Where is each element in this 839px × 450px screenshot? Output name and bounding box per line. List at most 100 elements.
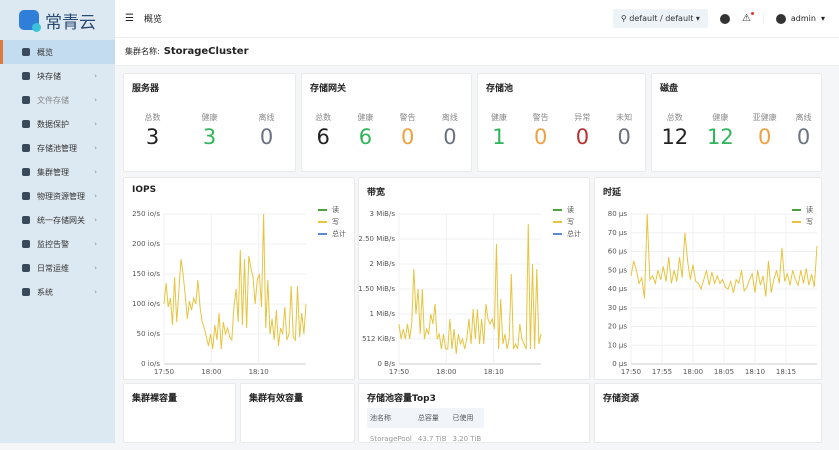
sidebar-item-3[interactable]: 数据保护 › [0,112,115,136]
stat-label: 总数 [666,113,683,122]
sidebar-item-8[interactable]: 监控告警 › [0,232,115,256]
sidebar-item-4[interactable]: 存储池管理 › [0,136,115,160]
nav-icon [22,192,30,200]
menu-toggle-icon[interactable]: ☰ [125,13,134,24]
stat-value: 6 [316,125,330,149]
effective-capacity-card: 集群有效容量 [240,383,355,443]
stat-item[interactable]: 健康 12 [707,112,734,149]
sidebar-item-6[interactable]: 物理资源管理 › [0,184,115,208]
nav-icon [22,96,30,104]
sidebar-item-1[interactable]: 块存储 › [0,64,115,88]
pool-used: 3.20 TiB [452,435,482,443]
page-title: 概览 [143,15,162,25]
chart-svg: 0 io/s 50 io/s 100 io/s 150 io/s 200 io/s 250… [132,210,307,376]
chevron-right-icon: › [94,192,97,200]
cluster-bar: 集群名称: StorageCluster [115,38,839,66]
col-header: 池名称 [367,408,415,428]
y-tick-label: 30 µs [608,304,628,312]
stat-value: 0 [533,125,548,149]
stat-value: 0 [259,125,274,149]
legend-item[interactable]: 读 [318,204,346,216]
stat-value: 0 [757,125,772,149]
stat-item[interactable]: 异常 0 [574,112,590,149]
sidebar-item-10[interactable]: 系统 › [0,280,115,304]
table-row[interactable]: StoragePool 43.7 TiB 3.20 TiB [367,428,484,450]
stat-item[interactable]: 总数 12 [661,112,688,149]
x-tick-label: 18:10 [249,368,269,376]
stat-item[interactable]: 离线 0 [259,112,275,149]
stat-item[interactable]: 总数 3 [145,112,161,149]
y-tick-label: 80 µs [608,210,628,218]
logo[interactable]: 常青云 [0,0,115,40]
legend-label: 写 [567,218,574,226]
legend-item[interactable]: 总计 [553,228,581,240]
stat-label: 亚健康 [752,113,777,122]
stat-item[interactable]: 亚健康 0 [753,112,777,149]
sidebar-item-0[interactable]: 概览 [0,40,115,64]
y-tick-label: 250 io/s [132,210,160,218]
legend-item[interactable]: 写 [318,216,346,228]
legend-item[interactable]: 读 [792,204,813,216]
sidebar-item-label: 数据保护 [37,119,69,129]
sidebar-item-5[interactable]: 集群管理 › [0,160,115,184]
sidebar-item-label: 概览 [37,47,53,57]
stat-value: 0 [796,125,811,149]
sidebar-item-9[interactable]: 日常运维 › [0,256,115,280]
alarm-icon[interactable]: ⚠ [741,12,754,24]
stat-item[interactable]: 健康 6 [357,112,373,149]
cluster-label: 集群名称: [125,47,160,56]
username: admin [790,14,816,23]
sidebar-item-2[interactable]: 文件存储 › [0,88,115,112]
sidebar-item-label: 统一存储网关 [37,215,85,225]
chart-svg: 0 µs 10 µs 20 µs 30 µs 40 µs 50 µs 60 µs 70 µs 8… [608,210,818,376]
y-tick-label: 3 MiB/s [370,210,396,218]
series-line-write[interactable] [630,213,818,299]
x-tick-label: 18:10 [484,368,504,376]
project-label: default / default [629,14,694,23]
stat-item[interactable]: 离线 0 [442,112,458,149]
language-icon[interactable] [719,13,730,24]
card-title: 磁盘 [660,84,679,94]
legend-item[interactable]: 总计 [318,228,346,240]
chevron-right-icon: › [94,216,97,224]
y-tick-label: 200 io/s [132,240,160,248]
stat-label: 未知 [616,113,633,122]
y-tick-label: 1.50 MiB/s [359,285,395,293]
legend-label: 总计 [332,230,346,238]
legend-item[interactable]: 读 [553,204,581,216]
sidebar-item-label: 物理资源管理 [37,191,85,201]
stat-item[interactable]: 健康 1 [491,112,507,149]
project-selector[interactable]: ⚲ default / default ▾ [612,9,708,28]
series-line-write[interactable] [163,213,307,350]
stat-item[interactable]: 总数 6 [315,112,331,149]
stat-item[interactable]: 警告 0 [533,112,549,149]
stat-label: 异常 [574,113,591,122]
x-tick-label: 18:00 [436,368,456,376]
legend-item[interactable]: 写 [553,216,581,228]
stat-value: 3 [202,125,217,149]
legend-label: 读 [332,206,339,214]
nav-icon [22,216,30,224]
stat-item[interactable]: 离线 0 [796,112,812,149]
stat-item[interactable]: 健康 3 [202,112,218,149]
stat-label: 健康 [712,113,729,122]
x-tick-label: 17:55 [652,368,672,376]
user-menu[interactable]: admin ▾ [762,13,825,24]
chevron-right-icon: › [94,240,97,248]
series-line-write[interactable] [398,223,542,355]
stat-item[interactable]: 未知 0 [616,112,632,149]
y-tick-label: 0 io/s [141,360,160,368]
x-tick-label: 18:00 [201,368,221,376]
logo-icon [19,10,41,32]
legend-item[interactable]: 写 [792,216,813,228]
stat-item[interactable]: 警告 0 [400,112,416,149]
chart-legend: 读写总计 [318,204,346,240]
avatar [775,13,786,24]
sidebar-item-7[interactable]: 统一存储网关 › [0,208,115,232]
sidebar-item-label: 集群管理 [37,167,69,177]
y-tick-label: 10 µs [608,341,628,349]
stat-card-3: 磁盘 总数 12 健康 12 亚健康 0 离线 0 [651,73,822,172]
stat-label: 离线 [258,113,275,122]
stat-card-0: 服务器 总数 3 健康 3 离线 0 [123,73,296,172]
stat-value: 0 [575,125,590,149]
